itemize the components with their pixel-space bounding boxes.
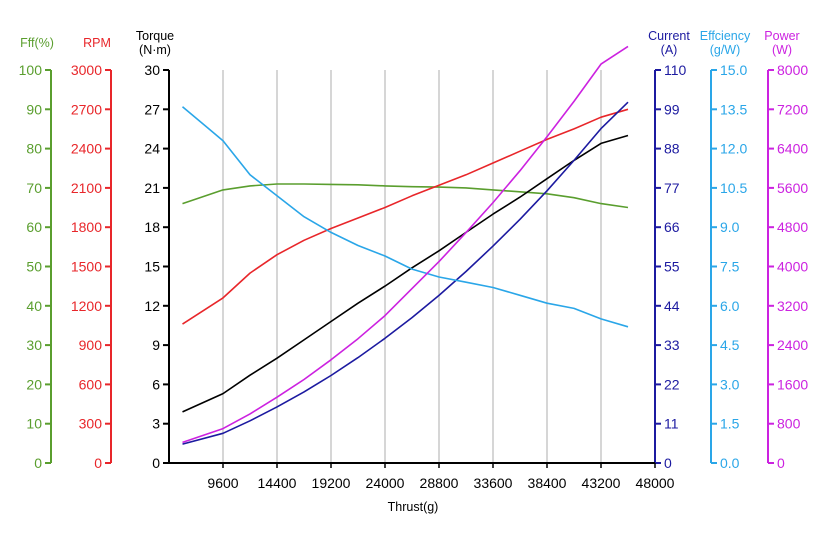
tick-label-torque: 0 — [152, 455, 160, 471]
tick-label-fff: 20 — [26, 376, 42, 392]
x-tick-label: 14400 — [258, 475, 297, 491]
axis-title-current: Current — [648, 29, 690, 43]
tick-label-current: 55 — [664, 259, 680, 275]
x-tick-label: 48000 — [636, 475, 675, 491]
tick-label-torque: 12 — [144, 298, 160, 314]
series-line-torque — [182, 134, 629, 413]
tick-label-torque: 18 — [144, 219, 160, 235]
axis-title-efficiency: (g/W) — [710, 43, 741, 57]
tick-label-rpm: 2100 — [71, 180, 102, 196]
tick-label-fff: 70 — [26, 180, 42, 196]
x-axis: 9600 14400 19200 24000 28800 33600 38400 43200 4… — [169, 462, 675, 514]
tick-label-rpm: 2400 — [71, 141, 102, 157]
tick-label-rpm: 900 — [79, 337, 103, 353]
axis-title-efficiency: Effciency — [700, 29, 751, 43]
tick-label-current: 110 — [664, 62, 687, 78]
tick-label-fff: 100 — [19, 62, 43, 78]
tick-label-torque: 6 — [152, 376, 160, 392]
tick-label-current: 66 — [664, 219, 680, 235]
tick-label-current: 44 — [664, 298, 680, 314]
tick-label-power: 4800 — [777, 219, 808, 235]
tick-label-rpm: 600 — [79, 376, 103, 392]
series-line-fff — [182, 183, 629, 209]
tick-label-fff: 10 — [26, 416, 42, 432]
tick-label-rpm: 2700 — [71, 101, 102, 117]
tick-label-efficiency: 10.5 — [720, 180, 747, 196]
tick-label-power: 4000 — [777, 259, 808, 275]
tick-label-power: 2400 — [777, 337, 808, 353]
x-tick-label: 19200 — [312, 475, 351, 491]
axis-title-power: (W) — [772, 43, 792, 57]
tick-label-efficiency: 4.5 — [720, 337, 740, 353]
tick-label-efficiency: 7.5 — [720, 259, 740, 275]
tick-label-efficiency: 6.0 — [720, 298, 740, 314]
tick-label-rpm: 0 — [94, 455, 102, 471]
tick-label-rpm: 3000 — [71, 62, 102, 78]
x-axis-title: Thrust(g) — [388, 500, 439, 514]
series-line-efficiency — [181, 106, 629, 328]
tick-label-torque: 9 — [152, 337, 160, 353]
tick-label-current: 99 — [664, 101, 680, 117]
x-tick-label: 9600 — [207, 475, 238, 491]
tick-label-rpm: 1800 — [71, 219, 102, 235]
axis-title-fff: Fff(%) — [20, 36, 54, 50]
tick-label-fff: 80 — [26, 141, 42, 157]
series-line-current — [182, 101, 629, 445]
tick-label-efficiency: 9.0 — [720, 219, 740, 235]
tick-label-rpm: 300 — [79, 416, 103, 432]
grid — [222, 70, 602, 463]
tick-label-rpm: 1200 — [71, 298, 102, 314]
tick-label-torque: 27 — [144, 101, 160, 117]
tick-label-current: 0 — [664, 455, 672, 471]
tick-label-power: 6400 — [777, 141, 808, 157]
tick-label-efficiency: 15.0 — [720, 62, 747, 78]
tick-label-fff: 60 — [26, 219, 42, 235]
tick-label-fff: 0 — [34, 455, 42, 471]
tick-label-current: 33 — [664, 337, 680, 353]
tick-label-power: 5600 — [777, 180, 808, 196]
tick-label-torque: 21 — [144, 180, 160, 196]
tick-label-current: 22 — [664, 376, 680, 392]
tick-label-fff: 50 — [26, 259, 42, 275]
tick-label-torque: 15 — [144, 259, 160, 275]
series-line-power — [182, 45, 629, 444]
tick-label-efficiency: 12.0 — [720, 141, 747, 157]
tick-label-efficiency: 1.5 — [720, 416, 740, 432]
x-tick-label: 33600 — [474, 475, 513, 491]
tick-label-torque: 3 — [152, 416, 160, 432]
tick-label-power: 7200 — [777, 101, 808, 117]
series — [181, 45, 629, 445]
tick-label-power: 1600 — [777, 376, 808, 392]
tick-label-efficiency: 13.5 — [720, 101, 747, 117]
axis-title-torque: (N·m) — [139, 43, 171, 57]
tick-label-efficiency: 3.0 — [720, 376, 740, 392]
tick-label-power: 800 — [777, 416, 801, 432]
x-tick-label: 28800 — [420, 475, 459, 491]
tick-label-current: 88 — [664, 141, 680, 157]
tick-label-current: 77 — [664, 180, 680, 196]
tick-label-rpm: 1500 — [71, 259, 102, 275]
tick-label-efficiency: 0.0 — [720, 455, 740, 471]
tick-label-fff: 40 — [26, 298, 42, 314]
tick-label-fff: 30 — [26, 337, 42, 353]
x-tick-label: 38400 — [528, 475, 567, 491]
tick-label-current: 11 — [664, 416, 679, 432]
axis-title-current: (A) — [661, 43, 678, 57]
tick-label-power: 8000 — [777, 62, 808, 78]
axis-title-torque: Torque — [136, 29, 174, 43]
tick-label-power: 0 — [777, 455, 785, 471]
tick-label-fff: 90 — [26, 101, 42, 117]
tick-label-power: 3200 — [777, 298, 808, 314]
axis-title-rpm: RPM — [83, 36, 111, 50]
axes: 0102030405060708090100Fff(%)030060090012… — [19, 29, 809, 471]
x-tick-label: 43200 — [582, 475, 621, 491]
series-line-rpm — [182, 108, 629, 325]
tick-label-torque: 24 — [144, 141, 160, 157]
x-tick-label: 24000 — [366, 475, 405, 491]
axis-title-power: Power — [764, 29, 799, 43]
tick-label-torque: 30 — [144, 62, 160, 78]
